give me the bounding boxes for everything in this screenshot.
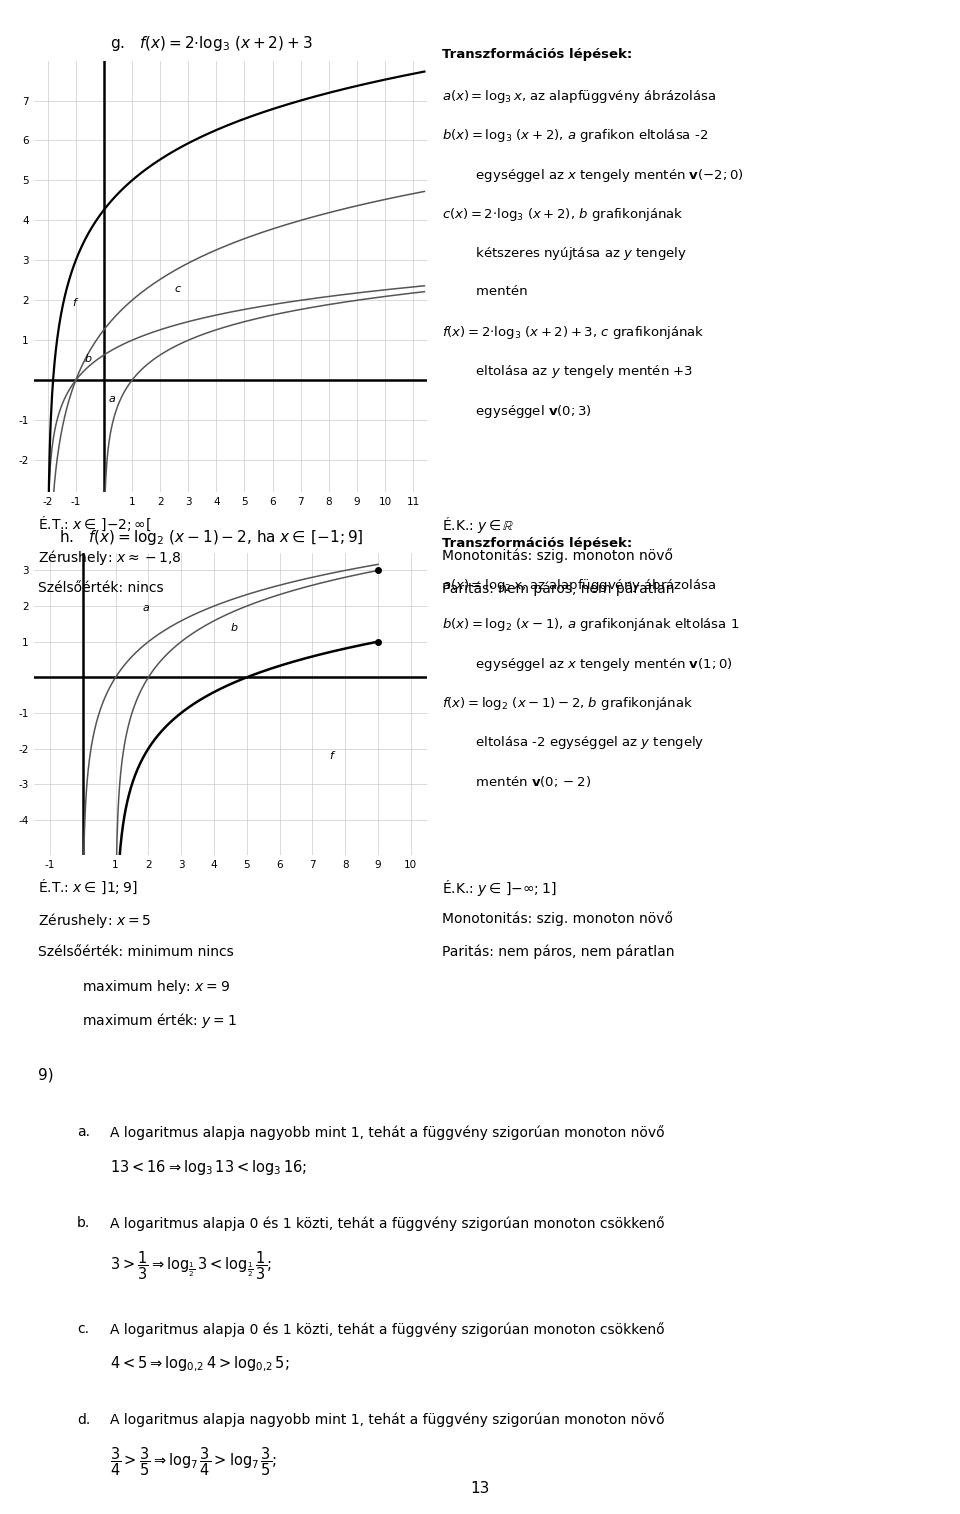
Text: Monotonitás: szig. monoton növő: Monotonitás: szig. monoton növő xyxy=(442,911,673,927)
Text: $\text{É.T.: } x \in\, ]{-2};\infty[$: $\text{É.T.: } x \in\, ]{-2};\infty[$ xyxy=(38,515,152,533)
Text: $c(x) = 2{\cdot}\log_3\,(x + 2)$, $b$ grafikonjának: $c(x) = 2{\cdot}\log_3\,(x + 2)$, $b$ gr… xyxy=(442,206,684,223)
Text: $b(x) = \log_3\,(x + 2)$, $a$ grafikon eltolása -2: $b(x) = \log_3\,(x + 2)$, $a$ grafikon e… xyxy=(442,127,708,144)
Text: Szélsőérték: nincs: Szélsőérték: nincs xyxy=(38,581,164,595)
Text: egységgel $\mathbf{v}(0;3)$: egységgel $\mathbf{v}(0;3)$ xyxy=(442,403,591,419)
Text: $\text{Zérushely: } x \approx -1{,}8$: $\text{Zérushely: } x \approx -1{,}8$ xyxy=(38,548,182,568)
Text: c.: c. xyxy=(77,1322,88,1335)
Text: 13: 13 xyxy=(470,1481,490,1496)
Text: eltolása -2 egységgel az $y$ tengely: eltolása -2 egységgel az $y$ tengely xyxy=(442,734,704,751)
Text: $a(x) = \log_3 x$, az alapfüggvény ábrázolása: $a(x) = \log_3 x$, az alapfüggvény ábráz… xyxy=(442,88,716,104)
Text: A logaritmus alapja 0 és 1 közti, tehát a függvény szigorúan monoton csökkenő: A logaritmus alapja 0 és 1 közti, tehát … xyxy=(110,1216,665,1231)
Text: Szélsőérték: minimum nincs: Szélsőérték: minimum nincs xyxy=(38,945,234,958)
Text: kétszeres nyújtása az $y$ tengely: kétszeres nyújtása az $y$ tengely xyxy=(442,245,686,262)
Text: $4 < 5 \Rightarrow \log_{0{,}2} 4 > \log_{0{,}2} 5;$: $4 < 5 \Rightarrow \log_{0{,}2} 4 > \log… xyxy=(110,1355,290,1375)
Text: a.: a. xyxy=(77,1125,90,1139)
Text: $b$: $b$ xyxy=(230,621,239,633)
Text: $\dfrac{3}{4} > \dfrac{3}{5} \Rightarrow \log_7 \dfrac{3}{4} > \log_7 \dfrac{3}{: $\dfrac{3}{4} > \dfrac{3}{5} \Rightarrow… xyxy=(110,1446,277,1479)
Text: Transzformációs lépések:: Transzformációs lépések: xyxy=(442,537,632,551)
Text: A logaritmus alapja 0 és 1 közti, tehát a függvény szigorúan monoton csökkenő: A logaritmus alapja 0 és 1 közti, tehát … xyxy=(110,1322,665,1337)
Text: Paritás: nem páros, nem páratlan: Paritás: nem páros, nem páratlan xyxy=(442,581,674,597)
Text: $f$: $f$ xyxy=(72,297,79,309)
Text: $13 < 16 \Rightarrow \log_3 13 < \log_3 16;$: $13 < 16 \Rightarrow \log_3 13 < \log_3 … xyxy=(110,1158,307,1178)
Text: g.   $f(x) = 2{\cdot}\log_3\,(x + 2) + 3$: g. $f(x) = 2{\cdot}\log_3\,(x + 2) + 3$ xyxy=(109,33,313,53)
Text: maximum érték: $y = 1$: maximum érték: $y = 1$ xyxy=(38,1011,237,1031)
Text: eltolása az $y$ tengely mentén $+3$: eltolása az $y$ tengely mentén $+3$ xyxy=(442,363,693,380)
Text: $b$: $b$ xyxy=(84,353,93,365)
Text: $a$: $a$ xyxy=(142,604,150,613)
Text: $\text{É.K.: } y \in\, ]{-\infty};1]$: $\text{É.K.: } y \in\, ]{-\infty};1]$ xyxy=(442,878,556,898)
Text: h.   $f(x) = \log_2\,(x - 1) - 2$, ha $x \in\, [-1;9]$: h. $f(x) = \log_2\,(x - 1) - 2$, ha $x \… xyxy=(59,527,364,547)
Text: $a(x) = \log_2 x$, az alapfüggvény ábrázolása: $a(x) = \log_2 x$, az alapfüggvény ábráz… xyxy=(442,577,716,593)
Text: $\text{Zérushely: } x = 5$: $\text{Zérushely: } x = 5$ xyxy=(38,911,152,931)
Text: A logaritmus alapja nagyobb mint 1, tehát a függvény szigorúan monoton növő: A logaritmus alapja nagyobb mint 1, tehá… xyxy=(110,1125,665,1140)
Text: $f(x) = 2{\cdot}\log_3\,(x + 2) + 3$, $c$ grafikonjának: $f(x) = 2{\cdot}\log_3\,(x + 2) + 3$, $c… xyxy=(442,324,705,341)
Text: $\text{É.K.: } y \in \mathbb{R}$: $\text{É.K.: } y \in \mathbb{R}$ xyxy=(442,515,515,534)
Text: Paritás: nem páros, nem páratlan: Paritás: nem páros, nem páratlan xyxy=(442,945,674,960)
Text: b.: b. xyxy=(77,1216,90,1229)
Text: $c$: $c$ xyxy=(174,285,182,294)
Text: egységgel az $x$ tengely mentén $\mathbf{v}(1;0)$: egységgel az $x$ tengely mentén $\mathbf… xyxy=(442,656,732,672)
Text: maximum hely: $x = 9$: maximum hely: $x = 9$ xyxy=(38,978,230,996)
Text: $\text{É.T.: } x \in\, ]1;9]$: $\text{É.T.: } x \in\, ]1;9]$ xyxy=(38,878,138,896)
Text: Transzformációs lépések:: Transzformációs lépések: xyxy=(442,48,632,62)
Text: $b(x) = \log_2\,(x - 1)$, $a$ grafikonjának eltolása 1: $b(x) = \log_2\,(x - 1)$, $a$ grafikonjá… xyxy=(442,616,739,633)
Text: $f$: $f$ xyxy=(328,749,336,762)
Text: $f(x) = \log_2\,(x - 1) - 2$, $b$ grafikonjának: $f(x) = \log_2\,(x - 1) - 2$, $b$ grafik… xyxy=(442,695,693,712)
Text: egységgel az $x$ tengely mentén $\mathbf{v}(-2;0)$: egységgel az $x$ tengely mentén $\mathbf… xyxy=(442,167,743,183)
Text: mentén $\mathbf{v}(0;-2)$: mentén $\mathbf{v}(0;-2)$ xyxy=(442,774,590,789)
Text: mentén: mentén xyxy=(442,285,527,298)
Text: A logaritmus alapja nagyobb mint 1, tehát a függvény szigorúan monoton növő: A logaritmus alapja nagyobb mint 1, tehá… xyxy=(110,1413,665,1428)
Text: $3 > \dfrac{1}{3} \Rightarrow \log_{\frac{1}{2}} 3 < \log_{\frac{1}{2}} \dfrac{1: $3 > \dfrac{1}{3} \Rightarrow \log_{\fra… xyxy=(110,1249,273,1282)
Text: Monotonitás: szig. monoton növő: Monotonitás: szig. monoton növő xyxy=(442,548,673,563)
Text: 9): 9) xyxy=(38,1067,54,1083)
Text: $a$: $a$ xyxy=(108,394,116,404)
Text: d.: d. xyxy=(77,1413,90,1426)
